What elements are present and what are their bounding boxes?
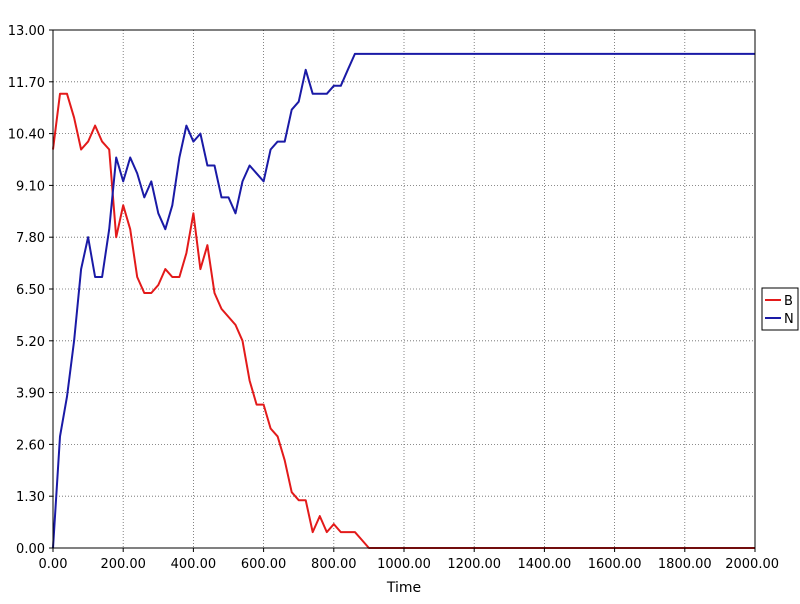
legend-label-n: N [784,312,794,327]
x-tick-label: 1400.00 [518,557,572,572]
y-tick-label: 10.40 [8,128,45,143]
x-tick-label: 2000.00 [725,557,779,572]
y-tick-label: 7.80 [16,231,45,246]
y-tick-label: 9.10 [16,179,45,194]
x-tick-label: 1000.00 [377,557,431,572]
y-tick-label: 13.00 [8,24,45,39]
y-tick-label: 1.30 [16,490,45,505]
x-tick-label: 1600.00 [588,557,642,572]
grid-layer [52,29,756,549]
x-tick-label: 400.00 [171,557,217,572]
legend: BN [761,287,799,331]
y-tick-label: 0.00 [16,542,45,557]
series-line-b [52,92,755,549]
legend-label-b: B [784,294,793,309]
series-layer [52,52,755,549]
y-tick-label: 3.90 [16,387,45,402]
series-line-n [52,52,755,549]
x-tick-label: 200.00 [100,557,146,572]
y-tick-label: 5.20 [16,335,45,350]
legend-box [761,287,799,331]
x-tick-label: 800.00 [311,557,357,572]
x-axis-label: Time [386,580,421,596]
y-tick-label: 2.60 [16,438,45,453]
x-tick-label: 0.00 [39,557,68,572]
y-tick-label: 6.50 [16,283,45,298]
x-tick-label: 1800.00 [658,557,712,572]
x-tick-label: 600.00 [241,557,287,572]
y-tick-label: 11.70 [8,76,45,91]
x-tick-label: 1200.00 [447,557,501,572]
axis-layer: 0.00 200.00 400.00 600.00 800.00 1000.00 1200.… [8,24,779,596]
